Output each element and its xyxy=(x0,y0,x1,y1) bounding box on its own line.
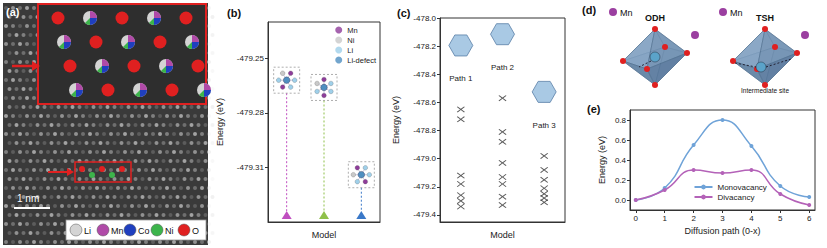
svg-text:0.0: 0.0 xyxy=(615,196,627,205)
svg-text:0: 0 xyxy=(634,214,639,223)
svg-text:ODH: ODH xyxy=(645,13,665,23)
svg-text:6: 6 xyxy=(807,214,812,223)
svg-text:0.4: 0.4 xyxy=(615,156,627,165)
svg-text:Diffusion path (0-x): Diffusion path (0-x) xyxy=(685,226,761,236)
svg-text:-478.0: -478.0 xyxy=(413,14,436,23)
svg-text:(a): (a) xyxy=(6,6,20,18)
svg-text:Monovacancy: Monovacancy xyxy=(718,183,767,192)
svg-text:Energy (eV): Energy (eV) xyxy=(597,136,607,184)
svg-text:-478.8: -478.8 xyxy=(413,126,436,135)
svg-text:Intermediate site: Intermediate site xyxy=(741,87,789,94)
svg-text:Path 3: Path 3 xyxy=(533,121,557,130)
svg-text:-479.31: -479.31 xyxy=(237,163,265,172)
svg-text:Mn: Mn xyxy=(730,8,743,18)
svg-text:3: 3 xyxy=(720,214,725,223)
svg-text:Path 2: Path 2 xyxy=(491,63,515,72)
svg-text:Divacancy: Divacancy xyxy=(718,193,755,202)
svg-text:Energy (eV): Energy (eV) xyxy=(391,96,401,144)
svg-text:-478.4: -478.4 xyxy=(413,70,436,79)
svg-text:1: 1 xyxy=(662,214,667,223)
svg-text:(b): (b) xyxy=(227,7,241,19)
svg-text:-479.4: -479.4 xyxy=(413,210,436,219)
svg-text:0.6: 0.6 xyxy=(615,136,627,145)
svg-text:0.8: 0.8 xyxy=(615,116,627,125)
svg-text:Mn: Mn xyxy=(347,26,357,35)
svg-text:Path 1: Path 1 xyxy=(449,74,473,83)
svg-text:-478.6: -478.6 xyxy=(413,98,436,107)
svg-text:Mn: Mn xyxy=(620,8,633,18)
svg-text:4: 4 xyxy=(749,214,754,223)
svg-text:Model: Model xyxy=(312,230,337,240)
svg-text:-479.25: -479.25 xyxy=(237,54,265,63)
svg-text:(c): (c) xyxy=(397,7,411,19)
svg-text:Mn: Mn xyxy=(111,226,124,236)
svg-text:Co: Co xyxy=(138,226,150,236)
svg-text:TSH: TSH xyxy=(756,13,774,23)
svg-text:2: 2 xyxy=(691,214,696,223)
svg-text:O: O xyxy=(192,226,199,236)
svg-text:-479.2: -479.2 xyxy=(413,182,436,191)
svg-text:-479.28: -479.28 xyxy=(237,108,265,117)
svg-text:1 nm: 1 nm xyxy=(17,193,39,204)
svg-text:-478.2: -478.2 xyxy=(413,42,436,51)
svg-text:Li-defect: Li-defect xyxy=(347,56,377,65)
svg-text:Li: Li xyxy=(347,46,353,55)
svg-text:-479.0: -479.0 xyxy=(413,154,436,163)
svg-text:5: 5 xyxy=(778,214,783,223)
svg-text:Li: Li xyxy=(84,226,91,236)
svg-text:Ni: Ni xyxy=(165,226,174,236)
svg-text:Ni: Ni xyxy=(347,36,354,45)
svg-text:Energy (eV): Energy (eV) xyxy=(215,98,225,146)
svg-text:0.2: 0.2 xyxy=(615,176,627,185)
svg-text:(d): (d) xyxy=(582,4,596,16)
svg-text:Model: Model xyxy=(490,230,515,240)
svg-text:(e): (e) xyxy=(587,103,601,115)
